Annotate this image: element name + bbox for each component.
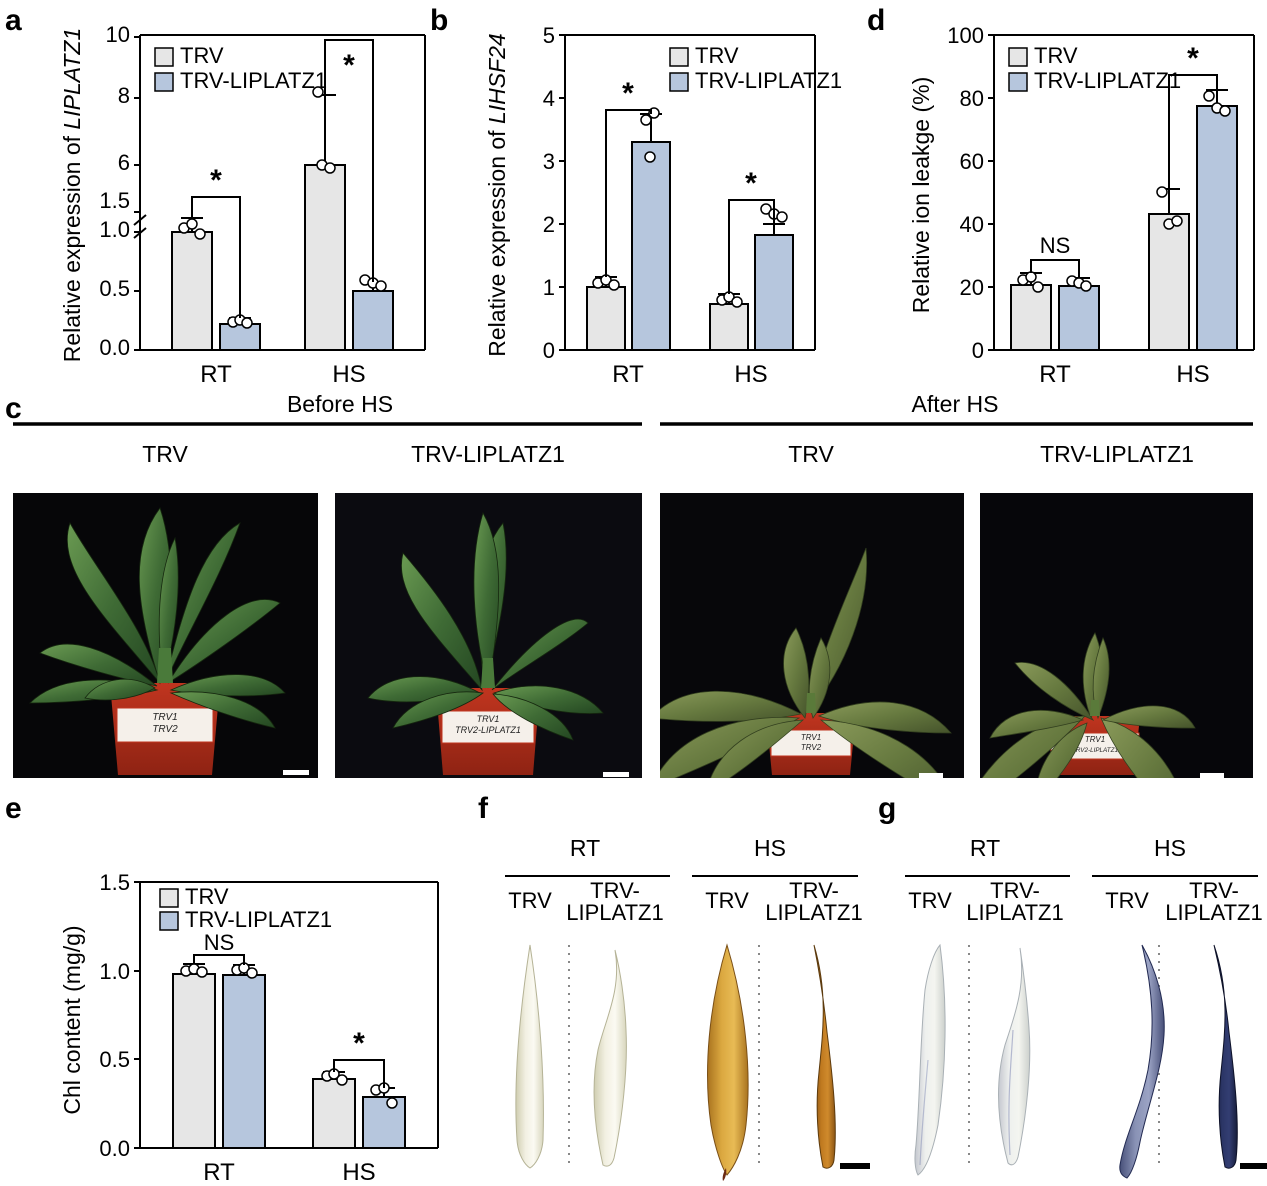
svg-text:RT: RT [570, 835, 600, 861]
svg-text:TRV2: TRV2 [801, 743, 822, 752]
svg-text:RT: RT [200, 361, 232, 388]
svg-text:TRV: TRV [1105, 888, 1149, 913]
svg-text:TRV1: TRV1 [801, 733, 821, 742]
svg-text:LIPLATZ1: LIPLATZ1 [1165, 900, 1262, 925]
svg-text:TRV-LIPLATZ1: TRV-LIPLATZ1 [1040, 441, 1194, 467]
svg-text:TRV2-LIPLATZ1: TRV2-LIPLATZ1 [455, 725, 521, 735]
svg-text:TRV: TRV [1034, 43, 1078, 68]
svg-text:100: 100 [947, 23, 984, 48]
svg-text:HS: HS [754, 835, 786, 861]
svg-text:0.0: 0.0 [99, 335, 130, 360]
svg-text:TRV: TRV [185, 884, 229, 909]
svg-text:*: * [745, 167, 757, 200]
svg-text:20: 20 [960, 275, 984, 300]
svg-text:RT: RT [203, 1159, 235, 1186]
svg-text:g: g [878, 792, 896, 825]
svg-text:3: 3 [543, 149, 555, 174]
svg-text:10: 10 [106, 22, 130, 47]
svg-text:NS: NS [204, 930, 235, 955]
svg-text:TRV1: TRV1 [1085, 735, 1105, 744]
svg-text:RT: RT [970, 835, 1000, 861]
svg-text:Relative expression of LIPLATZ: Relative expression of LIPLATZ1 [59, 28, 85, 363]
svg-text:*: * [1187, 42, 1199, 75]
svg-text:1: 1 [543, 275, 555, 300]
svg-text:TRV-LIPLATZ1: TRV-LIPLATZ1 [1034, 68, 1181, 93]
svg-text:TRV1: TRV1 [477, 714, 500, 724]
svg-text:0: 0 [543, 338, 555, 363]
svg-text:TRV2: TRV2 [152, 724, 178, 735]
svg-text:NS: NS [1040, 233, 1071, 258]
svg-text:f: f [478, 792, 489, 825]
svg-text:HS: HS [1154, 835, 1186, 861]
svg-text:TRV-LIPLATZ1: TRV-LIPLATZ1 [695, 68, 842, 93]
svg-text:TRV: TRV [908, 888, 952, 913]
svg-text:60: 60 [960, 149, 984, 174]
svg-text:Chl content (mg/g): Chl content (mg/g) [59, 925, 85, 1114]
svg-text:HS: HS [332, 361, 365, 388]
svg-text:Before HS: Before HS [287, 391, 393, 417]
svg-text:0: 0 [972, 338, 984, 363]
svg-text:6: 6 [118, 150, 130, 175]
svg-text:TRV-LIPLATZ1: TRV-LIPLATZ1 [180, 68, 327, 93]
svg-text:TRV: TRV [508, 888, 552, 913]
svg-text:RT: RT [612, 361, 644, 388]
svg-text:e: e [5, 792, 22, 825]
svg-text:1.0: 1.0 [99, 959, 130, 984]
svg-text:HS: HS [734, 361, 767, 388]
svg-text:c: c [5, 392, 22, 425]
svg-text:TRV: TRV [180, 43, 224, 68]
svg-text:*: * [210, 164, 222, 197]
svg-text:Relative expression of LIHSF24: Relative expression of LIHSF24 [484, 33, 510, 356]
svg-text:*: * [622, 77, 634, 110]
svg-text:40: 40 [960, 212, 984, 237]
svg-text:1.0: 1.0 [99, 217, 130, 242]
svg-text:TRV: TRV [788, 441, 834, 467]
svg-text:0.5: 0.5 [99, 276, 130, 301]
svg-text:0.5: 0.5 [99, 1047, 130, 1072]
svg-text:TRV: TRV [695, 43, 739, 68]
svg-text:*: * [343, 49, 355, 82]
svg-text:TRV-LIPLATZ1: TRV-LIPLATZ1 [185, 907, 332, 932]
svg-text:HS: HS [342, 1159, 375, 1186]
svg-text:TRV-LIPLATZ1: TRV-LIPLATZ1 [411, 441, 565, 467]
svg-text:8: 8 [118, 83, 130, 108]
svg-text:LIPLATZ1: LIPLATZ1 [566, 900, 663, 925]
svg-text:HS: HS [1176, 361, 1209, 388]
svg-text:LIPLATZ1: LIPLATZ1 [966, 900, 1063, 925]
svg-text:TRV1: TRV1 [152, 712, 177, 723]
svg-text:TRV: TRV [705, 888, 749, 913]
svg-text:*: * [353, 1027, 365, 1060]
svg-text:After HS: After HS [912, 391, 999, 417]
svg-text:TRV: TRV [142, 441, 188, 467]
svg-text:b: b [430, 4, 448, 37]
svg-text:1.5: 1.5 [99, 188, 130, 213]
svg-text:TRV2-LIPLATZ1: TRV2-LIPLATZ1 [1072, 747, 1118, 754]
svg-text:RT: RT [1039, 361, 1071, 388]
svg-text:d: d [867, 4, 885, 37]
svg-text:2: 2 [543, 212, 555, 237]
svg-text:5: 5 [543, 23, 555, 48]
svg-text:LIPLATZ1: LIPLATZ1 [765, 900, 862, 925]
svg-text:4: 4 [543, 86, 555, 111]
svg-text:a: a [5, 4, 22, 37]
svg-text:80: 80 [960, 86, 984, 111]
svg-text:1.5: 1.5 [99, 870, 130, 895]
svg-text:Relative ion leakge (%): Relative ion leakge (%) [908, 77, 934, 314]
svg-text:0.0: 0.0 [99, 1136, 130, 1161]
